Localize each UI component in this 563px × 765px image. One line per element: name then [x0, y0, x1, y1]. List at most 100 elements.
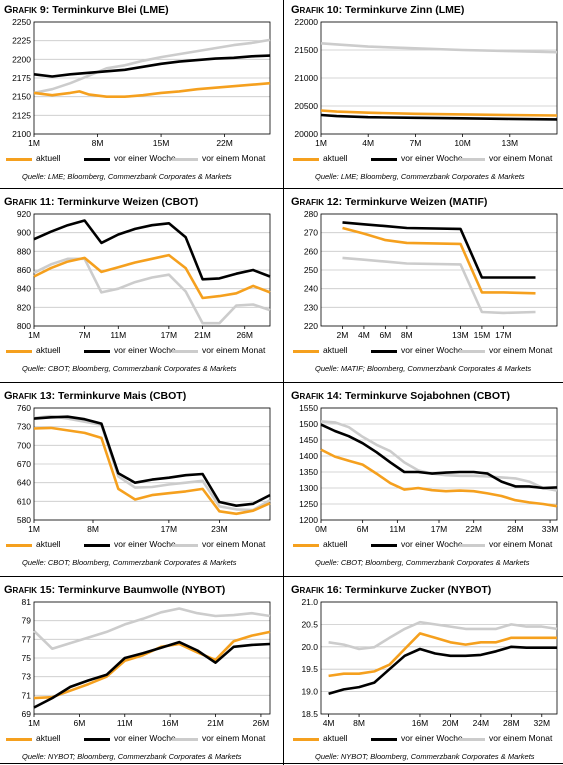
chart-legend: aktuell vor einer Woche vor einem Monat [6, 153, 282, 166]
row-divider [0, 188, 563, 189]
x-tick-label: 6M [73, 718, 85, 728]
chart-number: Grafik [4, 4, 37, 16]
chart-number-value: 13: [39, 390, 56, 402]
y-tick-label: 2125 [12, 110, 31, 120]
y-tick-label: 640 [17, 478, 31, 488]
line-chart: 20000 20500 21000 21500 22000 1M 4M 7M 10M 13M [294, 17, 558, 148]
x-tick-label: 8M [401, 330, 413, 340]
legend-swatch [84, 350, 110, 353]
y-tick-label: 1450 [299, 435, 318, 445]
legend-swatch [293, 544, 319, 547]
chart-source: Quelle: NYBOT; Bloomberg, Commerzbank Co… [315, 752, 535, 761]
x-tick-label: 2M [337, 330, 349, 340]
chart-number-value: 9: [39, 4, 50, 16]
chart-title-text: Terminkurve Mais (CBOT) [58, 390, 187, 402]
chart-number: Grafik [4, 196, 37, 208]
y-tick-label: 79 [22, 616, 32, 626]
y-tick-label: 19.5 [301, 664, 318, 674]
chart-legend: aktuell vor einer Woche vor einem Monat [293, 345, 563, 358]
plot-frame [33, 21, 271, 135]
chart-panel: Grafik 11: Terminkurve Weizen (CBOT) 800 8… [4, 196, 280, 376]
legend-swatch [84, 544, 110, 547]
x-tick-label: 17M [161, 330, 178, 340]
series-line-woche [320, 423, 558, 490]
y-tick-label: 2100 [12, 129, 31, 139]
chart-panel: Grafik 12: Terminkurve Weizen (MATIF) 220… [291, 196, 563, 376]
x-tick-label: 13M [452, 330, 469, 340]
line-chart: 18.5 19.0 19.5 20.0 20.5 21.0 4M 8M 16M 20M 24M 28M… [301, 597, 558, 728]
y-tick-label: 21500 [294, 45, 318, 55]
chart-number: Grafik [4, 584, 37, 596]
chart-number-value: 16: [326, 584, 343, 596]
chart-number-value: 11: [39, 196, 55, 208]
y-tick-label: 820 [17, 302, 31, 312]
y-tick-label: 21.0 [301, 597, 318, 607]
y-tick-label: 280 [304, 209, 318, 219]
legend-label: vor einem Monat [489, 733, 553, 743]
x-tick-label: 1M [28, 718, 40, 728]
x-tick-label: 11M [389, 524, 405, 534]
x-tick-label: 13M [502, 138, 519, 148]
legend-swatch [6, 350, 32, 353]
chart-number-value: 14: [326, 390, 343, 402]
chart-source: Quelle: MATIF; Bloomberg, Commerzbank Co… [315, 364, 532, 373]
chart-legend: aktuell vor einer Woche vor einem Monat [293, 733, 563, 746]
y-tick-label: 1300 [299, 483, 318, 493]
plot-frame [33, 407, 271, 521]
y-tick-label: 18.5 [301, 709, 318, 719]
y-tick-label: 260 [304, 246, 318, 256]
legend-label: vor einer Woche [114, 345, 176, 355]
line-chart: 1200 1250 1300 1350 1400 1450 1500 1550 0M 6M 11M 1… [299, 403, 559, 534]
x-tick-label: 15M [474, 330, 491, 340]
x-tick-label: 1M [28, 330, 40, 340]
chart-panel: Grafik 14: Terminkurve Sojabohnen (CBOT)… [291, 390, 563, 570]
y-tick-label: 580 [17, 515, 31, 525]
y-tick-label: 670 [17, 459, 31, 469]
legend-label: vor einer Woche [114, 733, 176, 743]
legend-swatch [459, 544, 485, 547]
legend-label: vor einem Monat [489, 153, 553, 163]
y-tick-label: 81 [22, 597, 32, 607]
x-tick-label: 6M [379, 330, 391, 340]
x-tick-label: 26M [236, 330, 253, 340]
legend-label: vor einer Woche [114, 539, 176, 549]
column-divider [283, 0, 284, 765]
legend-swatch [84, 158, 110, 161]
y-tick-label: 860 [17, 265, 31, 275]
x-tick-label: 6M [357, 524, 369, 534]
chart-source: Quelle: CBOT; Bloomberg, Commerzbank Cor… [315, 558, 530, 567]
line-chart: 69 71 73 75 77 79 81 1M 6M 11M 16M 21M 26M [22, 597, 271, 728]
x-tick-label: 11M [110, 330, 126, 340]
series-line-monat [328, 620, 558, 651]
y-tick-label: 270 [304, 228, 318, 238]
chart-number-value: 15: [39, 584, 56, 596]
legend-label: vor einer Woche [401, 153, 463, 163]
chart-title: Grafik 9: Terminkurve Blei (LME) [4, 4, 169, 16]
x-tick-label: 17M [431, 524, 448, 534]
legend-label: aktuell [323, 153, 348, 163]
x-tick-label: 33M [542, 524, 559, 534]
chart-number: Grafik [291, 4, 324, 16]
chart-source: Quelle: LME; Bloomberg, Commerzbank Corp… [22, 172, 232, 181]
chart-panel: Grafik 10: Terminkurve Zinn (LME) 20000 20… [291, 4, 563, 184]
y-tick-label: 730 [17, 422, 31, 432]
row-divider [0, 382, 563, 383]
legend-label: aktuell [323, 733, 348, 743]
y-tick-label: 1500 [299, 419, 318, 429]
x-tick-label: 21M [194, 330, 211, 340]
x-tick-label: 4M [358, 330, 370, 340]
chart-source: Quelle: CBOT; Bloomberg, Commerzbank Cor… [22, 558, 237, 567]
series-line-aktuell [328, 632, 557, 678]
series-line-monat [33, 607, 271, 650]
y-tick-label: 20.0 [301, 642, 318, 652]
chart-number: Grafik [4, 390, 37, 402]
series-line-woche [33, 640, 271, 709]
x-tick-label: 21M [207, 718, 224, 728]
plot-frame [320, 213, 558, 327]
chart-title: Grafik 11: Terminkurve Weizen (CBOT) [4, 196, 198, 208]
line-chart: 2100 2125 2150 2175 2200 2225 2250 1M 8M 15M 22M [12, 17, 271, 148]
x-tick-label: 28M [503, 718, 520, 728]
chart-number: Grafik [291, 390, 324, 402]
legend-swatch [459, 738, 485, 741]
x-tick-label: 17M [495, 330, 512, 340]
